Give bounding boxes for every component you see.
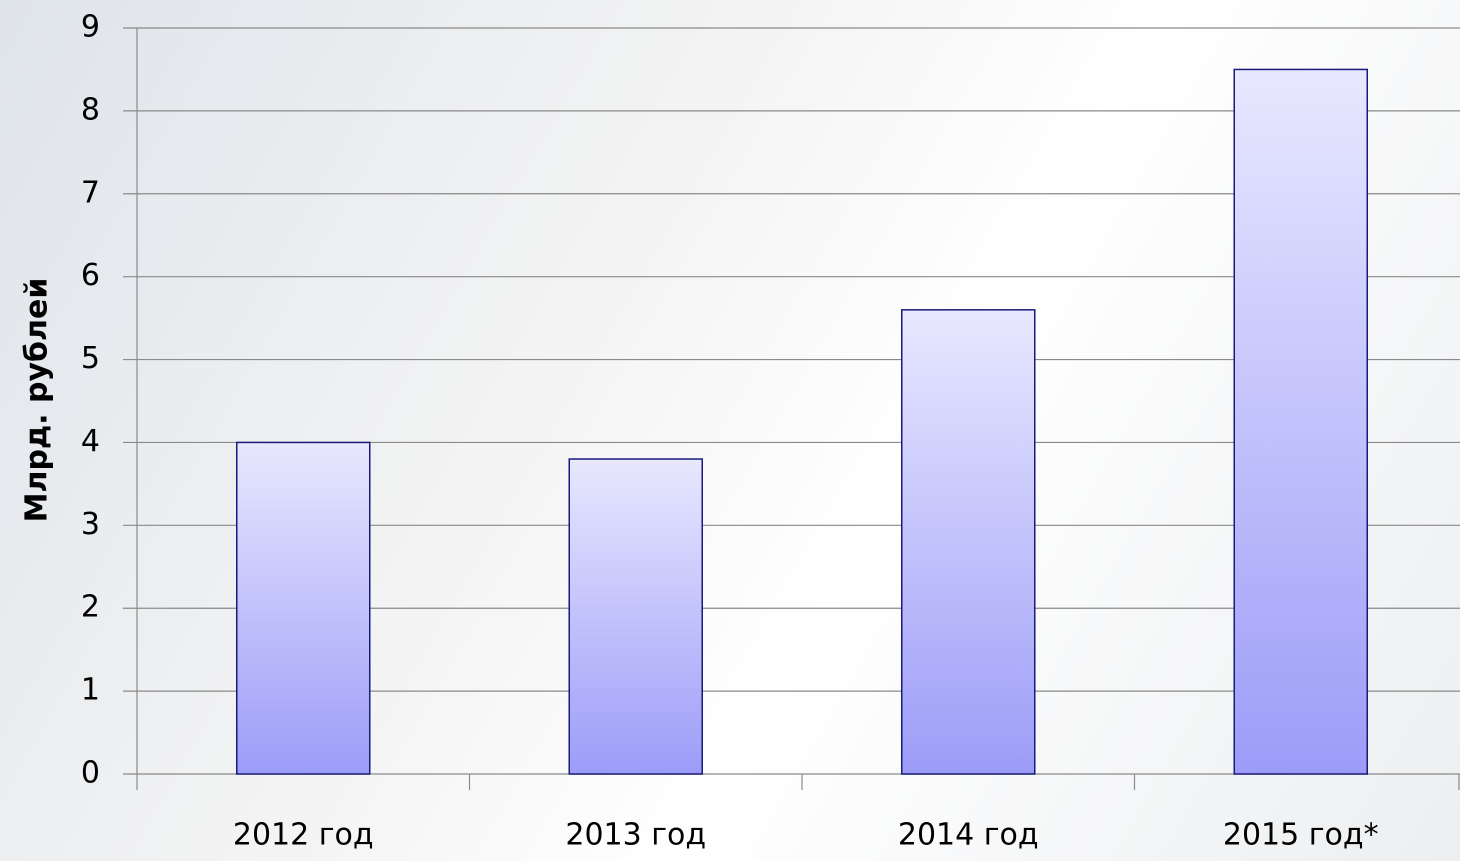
x-tick-label: 2015 год* [1223,818,1379,853]
y-tick-label: 9 [81,10,100,45]
y-tick-label: 2 [81,590,100,625]
y-tick-label: 1 [81,673,100,708]
chart: Млрд. рублей 0 1 2 3 4 5 6 7 8 9 2012 год 2013 год 2… [0,0,1460,861]
y-tick-label: 0 [81,756,100,791]
y-tick-label: 6 [81,258,100,293]
x-tick-label: 2014 год [898,818,1039,853]
y-tick-label: 3 [81,507,100,542]
y-tick-label: 5 [81,341,100,376]
y-tick-label: 7 [81,175,100,210]
y-tick-label: 8 [81,92,100,127]
x-tick-label: 2013 год [565,818,706,853]
y-tick-label: 4 [81,424,100,459]
x-tick-label: 2012 год [233,818,374,853]
bar [237,442,370,774]
bar [1234,69,1367,774]
bar [569,459,702,774]
y-axis-title: Млрд. рублей [20,278,55,523]
bar [902,310,1035,774]
